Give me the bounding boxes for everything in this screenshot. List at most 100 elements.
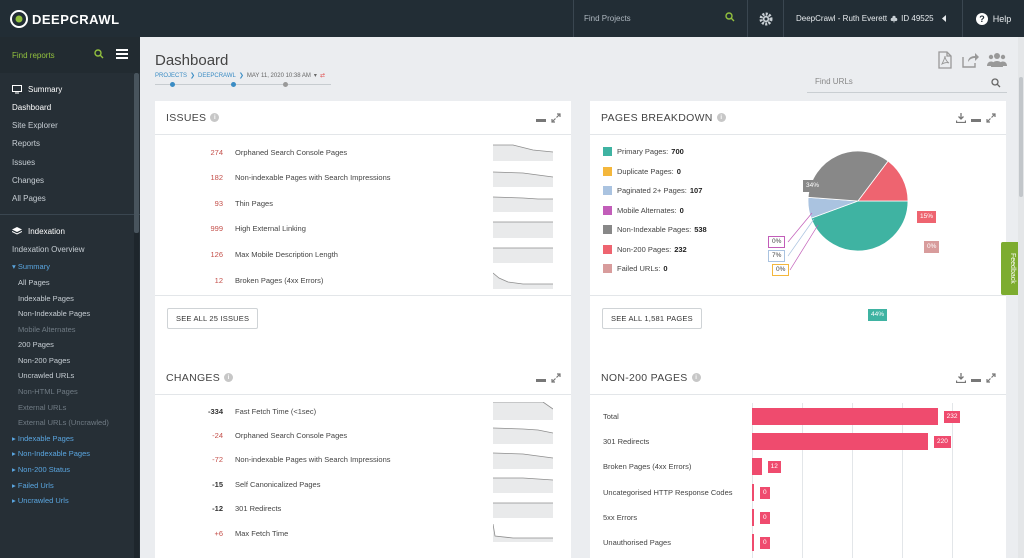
legend-item[interactable]: Non-200 Pages: 232: [603, 240, 687, 260]
users-icon[interactable]: [987, 51, 1007, 69]
sidebar-subitem[interactable]: External URLs (Uncrawled): [18, 418, 109, 428]
find-urls-input[interactable]: [807, 73, 977, 86]
sidebar-group-collapsed[interactable]: ▸ Failed Urls: [0, 478, 140, 494]
pdf-icon[interactable]: [937, 51, 953, 69]
sparkline: [493, 144, 553, 161]
sidebar-section-indexation[interactable]: Indexation: [0, 221, 140, 241]
changes-row[interactable]: -12 301 Redirects: [155, 496, 585, 522]
sidebar-subitem[interactable]: Non-Indexable Pages: [18, 309, 91, 319]
issues-row[interactable]: 93 Thin Pages: [155, 190, 585, 216]
legend-item[interactable]: Non-Indexable Pages: 538: [603, 220, 707, 240]
breadcrumb-project[interactable]: DEEPCRAWL: [198, 72, 236, 79]
info-icon[interactable]: i: [691, 373, 701, 382]
share-icon[interactable]: [961, 51, 979, 69]
page-scrollbar[interactable]: [1018, 37, 1024, 558]
sidebar-item-changes[interactable]: Changes: [12, 175, 45, 185]
report-search-input[interactable]: [12, 50, 92, 60]
search-icon[interactable]: [725, 12, 735, 22]
menu-toggle-icon[interactable]: [116, 49, 128, 59]
legend-item[interactable]: Mobile Alternates: 0: [603, 201, 684, 221]
logo[interactable]: DEEPCRAWL: [10, 9, 120, 29]
issues-row[interactable]: 999 High External Linking: [155, 216, 585, 242]
pie-slice[interactable]: [810, 200, 908, 251]
bar[interactable]: [752, 458, 762, 476]
pages-breakdown-pie-chart[interactable]: [808, 151, 908, 251]
caret-down-icon[interactable]: ▾: [313, 73, 317, 79]
changes-row[interactable]: -15 Self Canonicalized Pages: [155, 471, 585, 497]
sidebar-group-collapsed[interactable]: ▸ Uncrawled Urls: [0, 493, 140, 509]
sidebar-item-all-pages[interactable]: All Pages: [12, 193, 46, 203]
sidebar-subitem[interactable]: Non-HTML Pages: [18, 387, 78, 397]
search-icon[interactable]: [94, 49, 104, 59]
sidebar-scrollbar[interactable]: [134, 73, 139, 558]
bar[interactable]: [752, 408, 938, 425]
sidebar-item-site-explorer[interactable]: Site Explorer: [12, 121, 58, 131]
sidebar-item-indexation-overview[interactable]: Indexation Overview: [12, 245, 85, 255]
legend-item[interactable]: Primary Pages: 700: [603, 142, 684, 162]
legend-item[interactable]: Paginated 2+ Pages: 107: [603, 181, 702, 201]
minimize-icon[interactable]: [971, 118, 981, 122]
bar[interactable]: [752, 534, 754, 551]
sidebar-item-reports[interactable]: Reports: [12, 139, 41, 149]
help-button[interactable]: ? Help: [962, 0, 1024, 37]
bar[interactable]: [752, 508, 754, 526]
crawl-timeline[interactable]: [155, 82, 331, 87]
timeline-dot[interactable]: [231, 82, 236, 87]
sidebar-group-collapsed[interactable]: ▸ Non-200 Status: [0, 462, 140, 478]
issues-row[interactable]: 126 Max Mobile Description Length: [155, 241, 585, 267]
sidebar-item-dashboard[interactable]: Dashboard: [12, 103, 52, 112]
breadcrumb-projects[interactable]: PROJECTS: [155, 72, 188, 79]
sidebar-subitem[interactable]: Indexable Pages: [18, 293, 74, 303]
see-all-pages-button[interactable]: SEE ALL 1,581 PAGES: [602, 308, 702, 329]
scrollbar-thumb[interactable]: [1019, 77, 1023, 197]
minimize-icon[interactable]: [536, 118, 546, 122]
scrollbar-thumb[interactable]: [134, 73, 139, 233]
account-switcher[interactable]: DeepCrawl - Ruth Everett ID 49525: [784, 0, 962, 37]
sparkline-area: [493, 145, 553, 161]
project-search-input[interactable]: [584, 14, 724, 23]
download-icon[interactable]: [956, 113, 966, 123]
sidebar-group-collapsed[interactable]: ▸ Non-Indexable Pages: [0, 446, 140, 462]
changes-row[interactable]: -24 Orphaned Search Console Pages: [155, 422, 585, 448]
expand-icon[interactable]: [986, 373, 996, 383]
sidebar-section-summary[interactable]: Summary: [0, 79, 140, 99]
info-icon[interactable]: i: [210, 113, 220, 122]
bar[interactable]: [752, 433, 928, 451]
minimize-icon[interactable]: [971, 378, 981, 382]
minimize-icon[interactable]: [536, 378, 546, 382]
settings-button[interactable]: [747, 0, 784, 37]
sidebar-subitem[interactable]: 200 Pages: [18, 340, 54, 350]
expand-icon[interactable]: [986, 113, 996, 123]
legend-item[interactable]: Duplicate Pages: 0: [603, 162, 681, 182]
sidebar-subitem[interactable]: All Pages: [18, 277, 50, 287]
timeline-dot[interactable]: [283, 82, 288, 87]
sidebar-subitem[interactable]: External URLs: [18, 402, 67, 412]
info-icon[interactable]: i: [716, 113, 726, 122]
crawl-date[interactable]: MAY 11, 2020 10:38 AM: [246, 72, 311, 79]
sidebar-group-collapsed[interactable]: ▸ Indexable Pages: [0, 431, 140, 447]
info-icon[interactable]: i: [224, 373, 234, 382]
see-all-issues-button[interactable]: SEE ALL 25 ISSUES: [167, 308, 259, 329]
legend-item[interactable]: Failed URLs: 0: [603, 259, 668, 279]
sidebar-item-summary-expanded[interactable]: ▾ Summary: [12, 262, 50, 272]
download-icon[interactable]: [956, 373, 966, 383]
search-icon[interactable]: [991, 78, 1001, 88]
header-actions: [937, 51, 1007, 69]
expand-icon[interactable]: [551, 113, 561, 123]
sidebar-subitem[interactable]: Uncrawled URLs: [18, 371, 75, 381]
logo-text: DEEPCRAWL: [32, 11, 120, 27]
sidebar-item-issues[interactable]: Issues: [12, 157, 36, 167]
bar[interactable]: [752, 483, 754, 501]
timeline-dot[interactable]: [170, 82, 175, 87]
changes-row[interactable]: -72 Non-indexable Pages with Search Impre…: [155, 447, 585, 473]
issues-row[interactable]: 274 Orphaned Search Console Pages: [155, 139, 585, 165]
issues-row[interactable]: 182 Non-indexable Pages with Search Impre…: [155, 165, 585, 191]
issues-row[interactable]: 12 Broken Pages (4xx Errors): [155, 267, 585, 293]
sidebar-subitem[interactable]: Mobile Alternates: [18, 324, 76, 334]
bar-value-label: 220: [934, 436, 951, 449]
expand-icon[interactable]: [551, 373, 561, 383]
compare-icon[interactable]: ⇄: [319, 73, 325, 79]
sidebar-subitem[interactable]: Non-200 Pages: [18, 355, 71, 365]
changes-row[interactable]: +6 Max Fetch Time: [155, 520, 585, 546]
changes-row[interactable]: -334 Fast Fetch Time (<1sec): [155, 398, 585, 424]
